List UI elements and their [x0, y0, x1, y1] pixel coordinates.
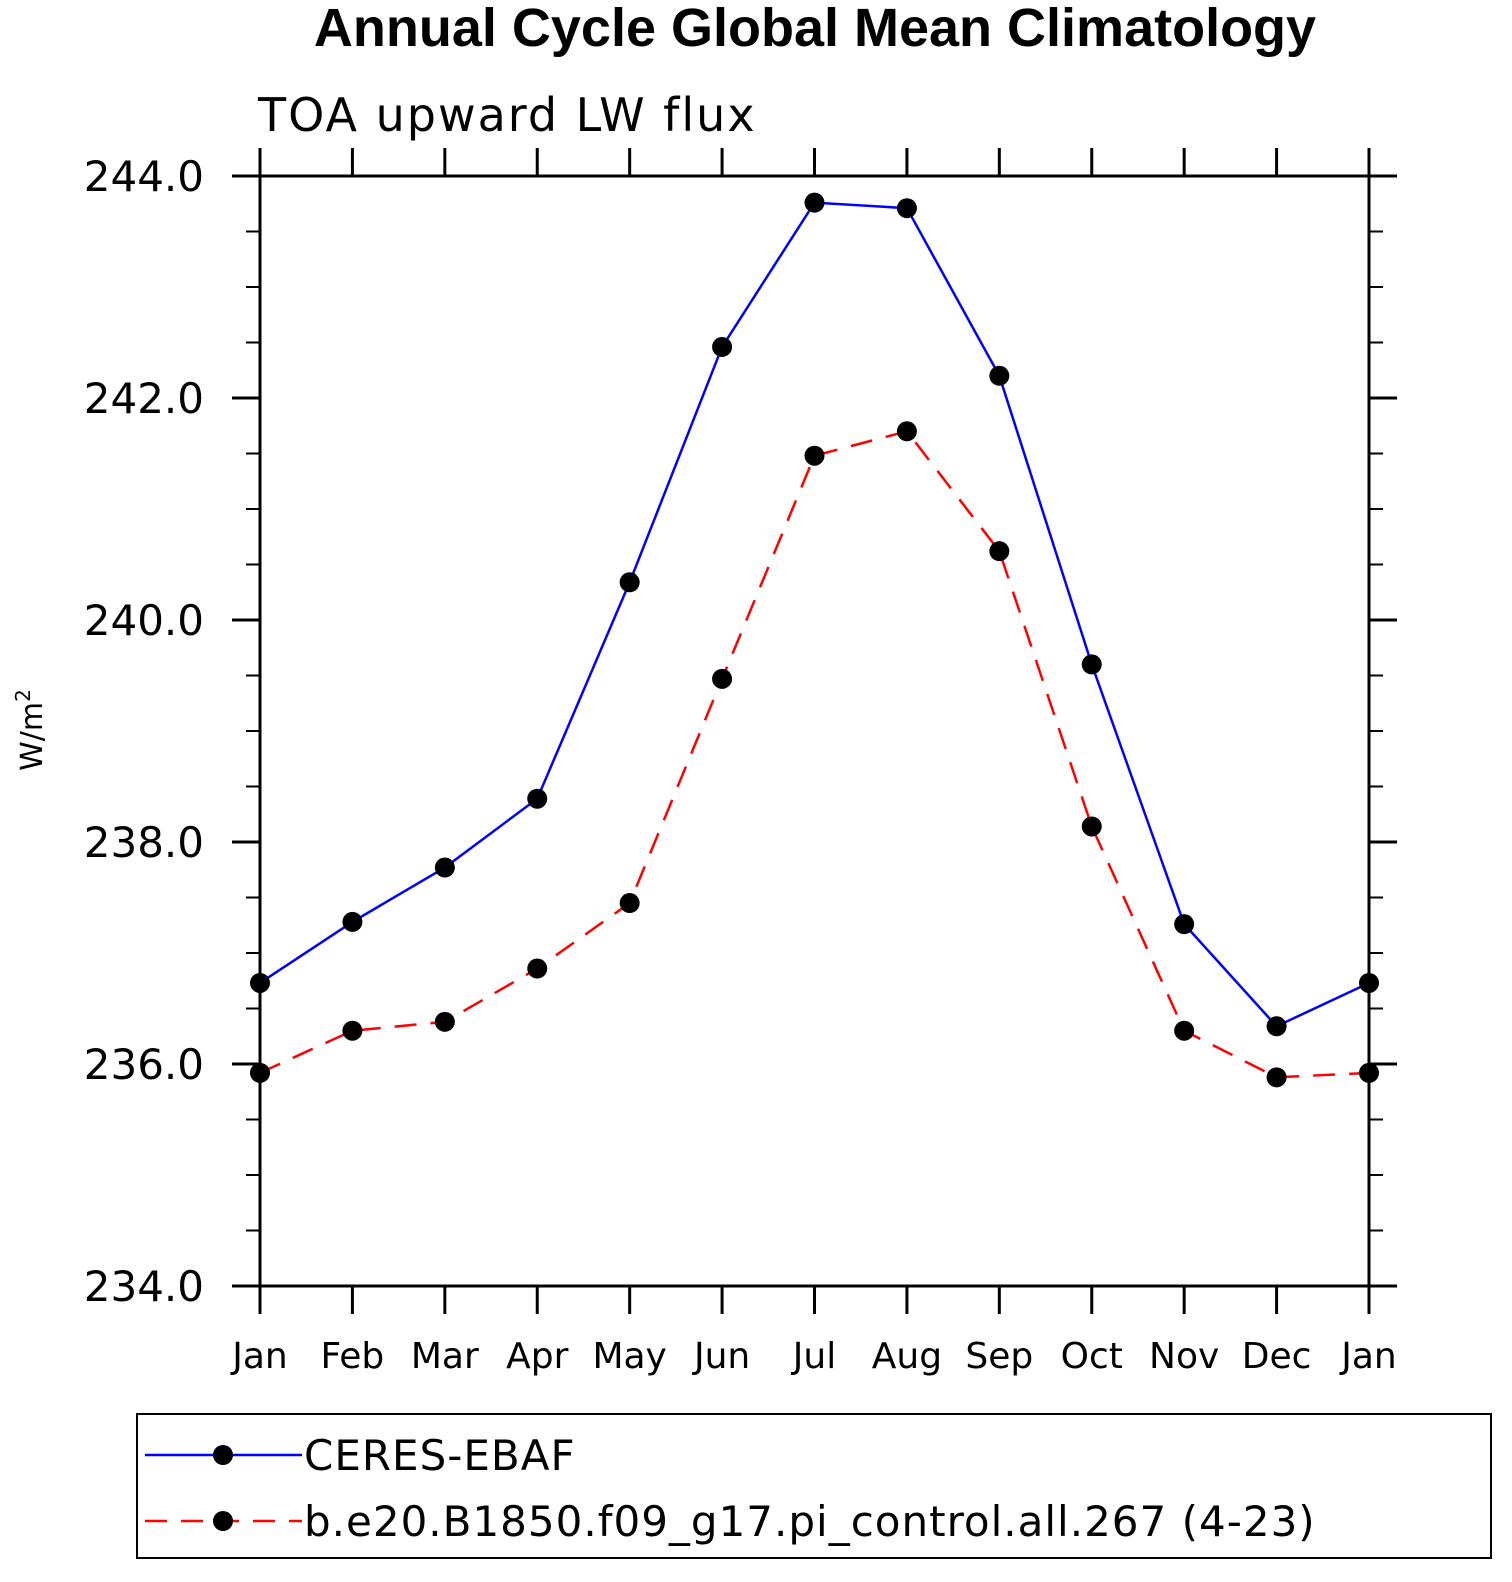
y-axis-label-unit: W/m: [15, 702, 50, 771]
series-line-2: [259, 429, 1370, 1079]
series-1-marker: [527, 788, 548, 809]
x-tick-label: Apr: [506, 1336, 568, 1377]
y-tick-label: 234.0: [84, 1262, 204, 1311]
series-2-marker: [989, 541, 1010, 562]
x-tick-label: May: [592, 1336, 666, 1377]
series-2-marker: [1266, 1067, 1287, 1088]
x-tick-label: Jan: [1339, 1336, 1397, 1377]
series-2-marker: [896, 421, 917, 442]
x-tick-label: Jan: [230, 1336, 288, 1377]
series-1-marker: [1174, 914, 1195, 935]
y-tick-label: 240.0: [84, 596, 204, 645]
x-tick-label: Aug: [872, 1336, 942, 1377]
plot-area-border: [258, 174, 1371, 1288]
series-1-marker: [1081, 654, 1102, 675]
series-1-marker: [712, 336, 733, 357]
chart-subtitle: TOA upward LW flux: [257, 88, 757, 142]
y-axis: 234.0 236.0 238.0 240.0 242.0 244.0: [84, 152, 1397, 1311]
series-2-marker: [712, 668, 733, 689]
series-layer: [250, 192, 1379, 1088]
series-2-marker: [250, 1062, 270, 1083]
y-tick-label: 242.0: [84, 374, 204, 423]
series-1-marker: [989, 365, 1010, 386]
legend-label-1: CERES-EBAF: [304, 1431, 576, 1480]
series-2-marker: [1174, 1020, 1195, 1041]
x-tick-label: Mar: [411, 1336, 479, 1377]
legend-marker-1: [213, 1445, 233, 1465]
x-tick-label: Feb: [321, 1336, 385, 1377]
x-tick-label: Oct: [1061, 1336, 1123, 1377]
y-tick-label: 236.0: [84, 1040, 204, 1089]
series-2-marker: [1081, 816, 1102, 837]
y-tick-label: 244.0: [84, 152, 204, 201]
legend-marker-2: [213, 1511, 233, 1531]
series-1-marker: [434, 857, 455, 878]
series-2-marker: [1359, 1062, 1379, 1083]
x-axis: Jan Feb Mar Apr May Jun Jul Aug Sep Oct Nov Dec Jan: [230, 148, 1397, 1377]
y-axis-label-superscript: 2: [11, 689, 35, 702]
series-1-marker: [619, 572, 640, 593]
series-1-marker: [342, 911, 363, 932]
series-2-marker: [342, 1020, 363, 1041]
y-tick-label: 238.0: [84, 818, 204, 867]
series-1-marker: [250, 972, 270, 993]
series-1-marker: [1266, 1016, 1287, 1037]
series-1-marker: [1359, 972, 1379, 993]
plot-frame: [258, 174, 1371, 1288]
legend-label-2: b.e20.B1850.f09_g17.pi_control.all.267 (…: [304, 1497, 1316, 1546]
x-tick-label: Jul: [791, 1336, 836, 1377]
chart-title: Annual Cycle Global Mean Climatology: [314, 0, 1316, 58]
series-2-marker: [434, 1011, 455, 1032]
series-2-marker: [804, 445, 825, 466]
legend: CERES-EBAF b.e20.B1850.f09_g17.pi_control…: [136, 1413, 1492, 1559]
y-axis-label: W/m2: [11, 689, 50, 771]
x-tick-label: Sep: [965, 1336, 1033, 1377]
legend-box: [136, 1413, 1492, 1559]
x-tick-label: Nov: [1149, 1336, 1219, 1377]
series-line-1: [259, 201, 1370, 1028]
series-2-marker: [619, 893, 640, 914]
series-2-marker: [527, 958, 548, 979]
x-tick-label: Jun: [692, 1336, 750, 1377]
series-1-marker: [804, 192, 825, 213]
x-tick-label: Dec: [1242, 1336, 1312, 1377]
series-1-marker: [896, 198, 917, 219]
